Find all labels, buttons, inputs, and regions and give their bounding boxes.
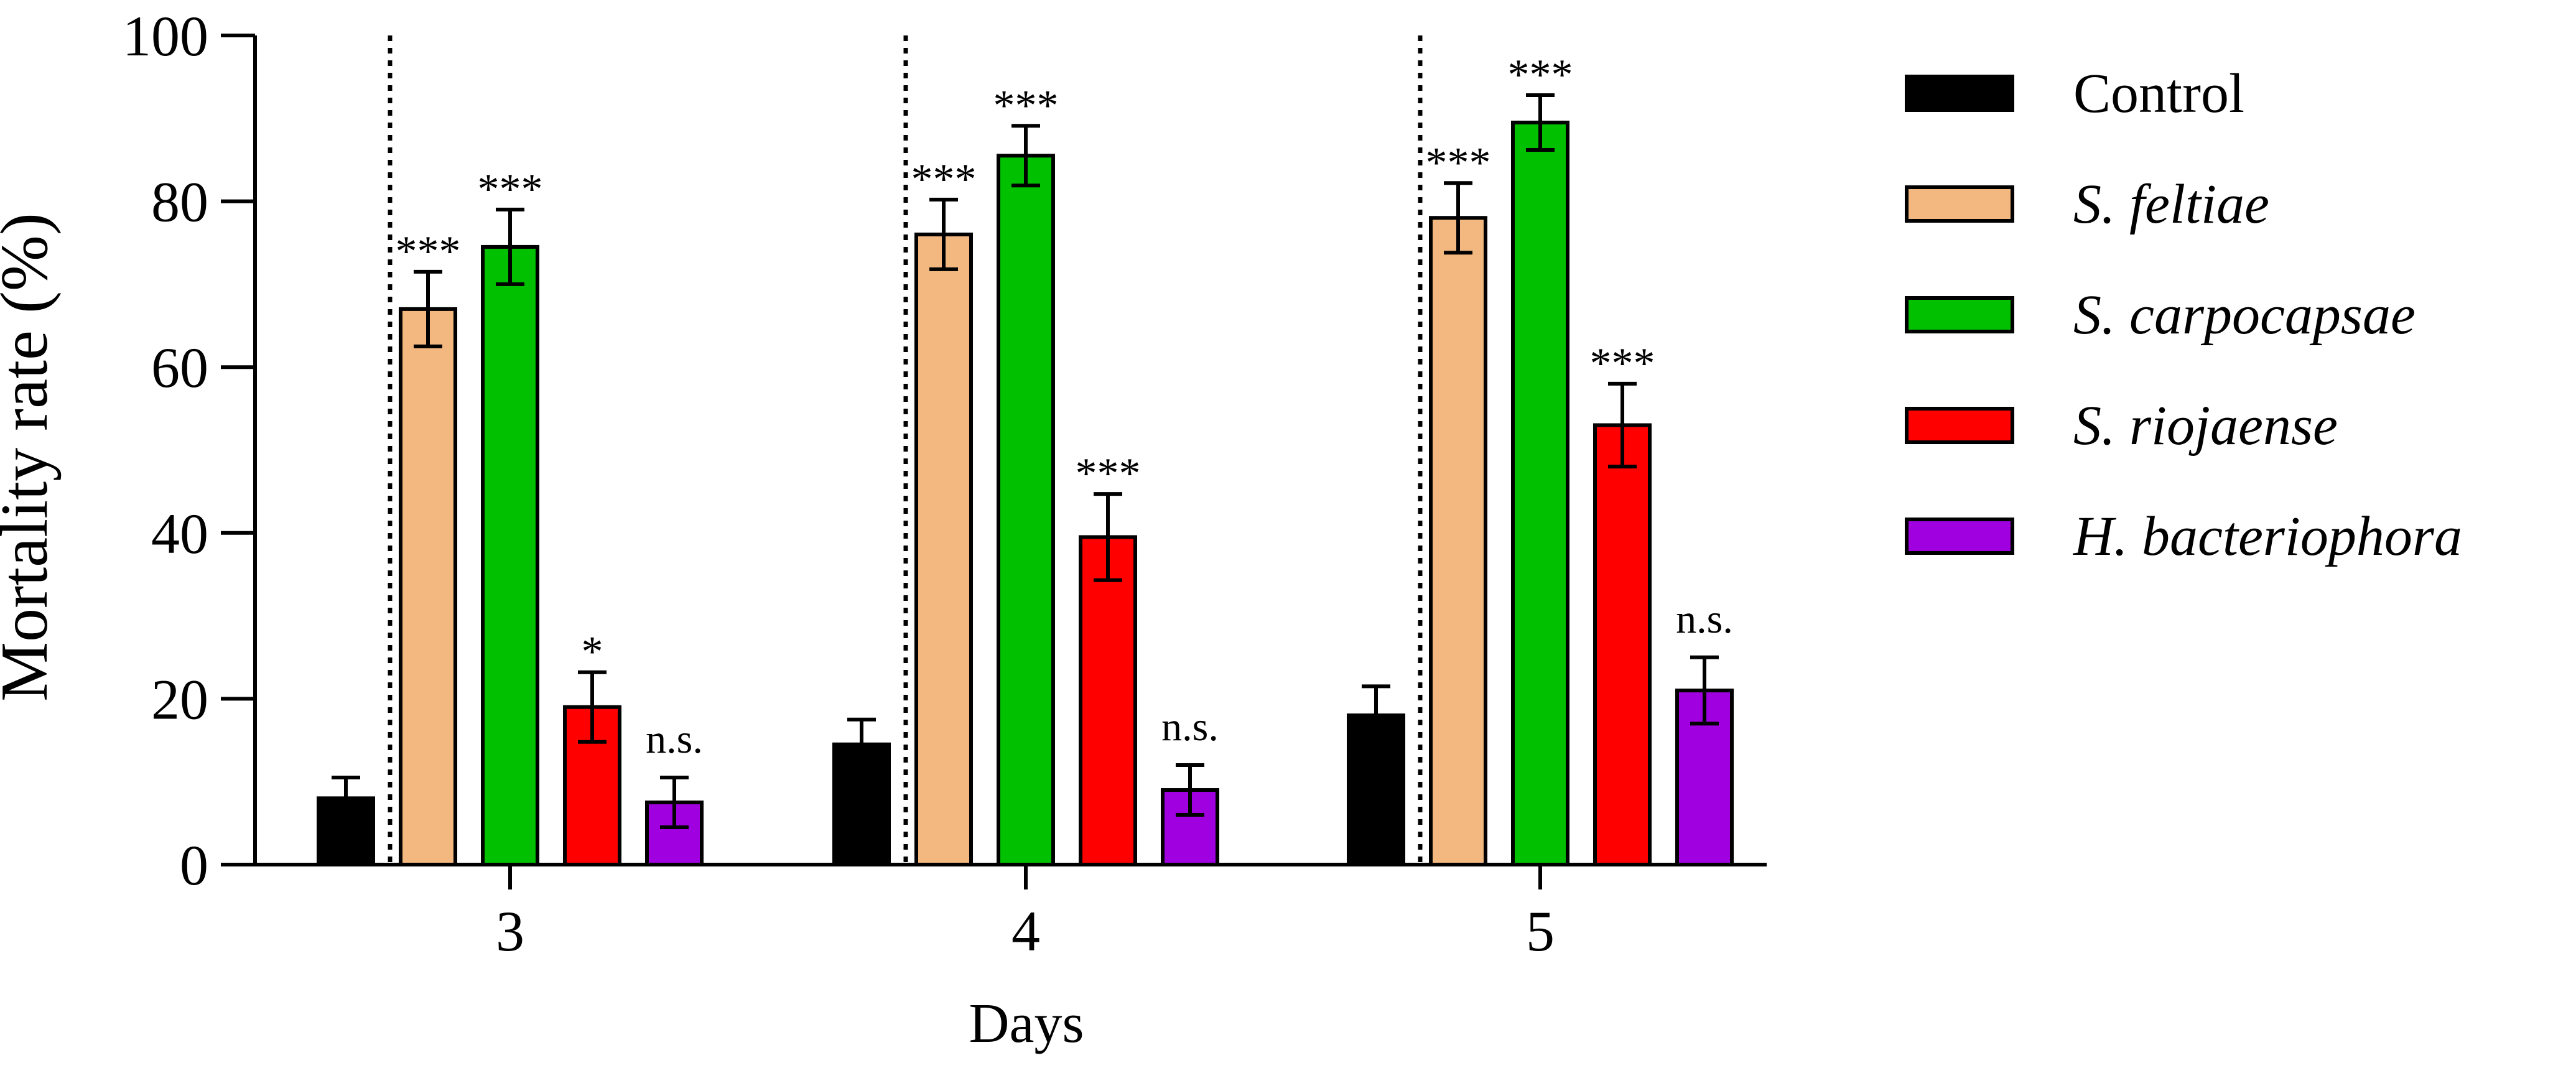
legend-label: S. carpocapsae (2073, 284, 2416, 346)
legend-label: H. bacteriophora (2073, 506, 2462, 567)
x-axis-label: Days (969, 993, 1084, 1054)
significance-label: *** (1508, 51, 1573, 99)
bar (1079, 535, 1137, 866)
y-tick-label: 40 (151, 502, 208, 565)
y-tick-label: 100 (123, 4, 208, 68)
bar (1429, 216, 1487, 866)
legend-swatch (1905, 407, 2014, 444)
legend-label: S. riojaense (2073, 395, 2338, 457)
significance-label: n.s. (646, 717, 703, 762)
x-tick-label: 3 (496, 899, 524, 963)
significance-label: *** (1076, 450, 1141, 498)
significance-label: *** (993, 81, 1059, 129)
bar (997, 154, 1055, 866)
y-tick-label: 20 (151, 667, 208, 731)
plot-area: *******n.s.*********n.s.*********n.s. (317, 35, 1734, 867)
x-tick-label: 4 (1011, 899, 1040, 963)
y-tick-label: 80 (151, 170, 208, 234)
bar (1511, 120, 1569, 867)
y-axis-label: Mortality rate (%) (0, 213, 62, 702)
significance-label: *** (911, 156, 977, 203)
legend-swatch (1905, 296, 2014, 333)
legend-swatch (1905, 75, 2014, 112)
significance-label: n.s. (1161, 704, 1219, 750)
significance-label: *** (478, 165, 543, 213)
x-tick-label: 5 (1526, 899, 1555, 963)
bar (399, 307, 457, 866)
bar (1593, 423, 1652, 866)
legend: Control S. feltiae S. carpocapsae S. riojae… (1905, 63, 2462, 567)
y-axis: 0 20 40 60 80 100 (123, 4, 257, 897)
bar (645, 801, 704, 867)
y-tick-label: 0 (180, 834, 208, 897)
y-tick-label: 60 (151, 336, 208, 399)
bar (914, 232, 973, 867)
legend-swatch (1905, 185, 2014, 223)
legend-label: S. feltiae (2073, 174, 2269, 235)
significance-label: n.s. (1676, 597, 1733, 642)
legend-label: Control (2073, 63, 2244, 124)
significance-label: *** (1426, 139, 1491, 187)
bar (481, 244, 539, 867)
x-axis: 3 4 5 (253, 863, 1767, 963)
significance-label: *** (396, 228, 461, 276)
significance-label: * (582, 628, 603, 676)
significance-label: *** (1590, 340, 1655, 388)
legend-swatch (1905, 518, 2014, 555)
